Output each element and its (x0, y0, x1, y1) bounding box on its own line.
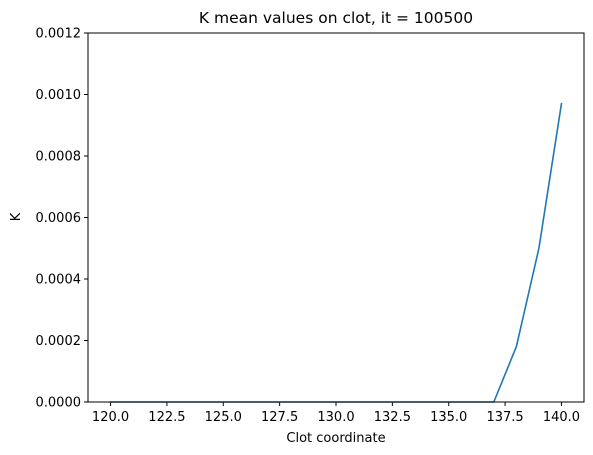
chart-title: K mean values on clot, it = 100500 (199, 9, 473, 27)
y-tick-label: 0.0010 (36, 88, 82, 103)
x-tick-label: 140.0 (543, 410, 580, 425)
plot-area (88, 33, 584, 402)
y-axis-ticks: 0.0000 0.0002 0.0004 0.0006 0.0008 0.0010 0.00… (36, 27, 88, 411)
x-tick-label: 122.5 (148, 410, 185, 425)
y-tick-label: 0.0002 (36, 334, 82, 349)
x-axis-ticks: 120.0 122.5 125.0 127.5 130.0 132.5 135.0 137.5… (92, 402, 580, 425)
x-axis-title: Clot coordinate (286, 431, 385, 446)
y-tick-label: 0.0006 (36, 211, 82, 226)
y-tick-label: 0.0004 (36, 273, 82, 288)
x-tick-label: 127.5 (261, 410, 298, 425)
x-tick-label: 137.5 (486, 410, 523, 425)
y-tick-label: 0.0008 (36, 150, 82, 165)
y-tick-label: 0.0012 (36, 27, 82, 42)
plot-frame (87, 32, 585, 403)
x-tick-label: 130.0 (317, 410, 354, 425)
x-tick-label: 125.0 (205, 410, 242, 425)
y-tick-label: 0.0000 (36, 396, 82, 411)
x-tick-label: 132.5 (374, 410, 411, 425)
x-tick-label: 135.0 (430, 410, 467, 425)
x-tick-label: 120.0 (92, 410, 129, 425)
y-axis-title: K (9, 212, 24, 221)
